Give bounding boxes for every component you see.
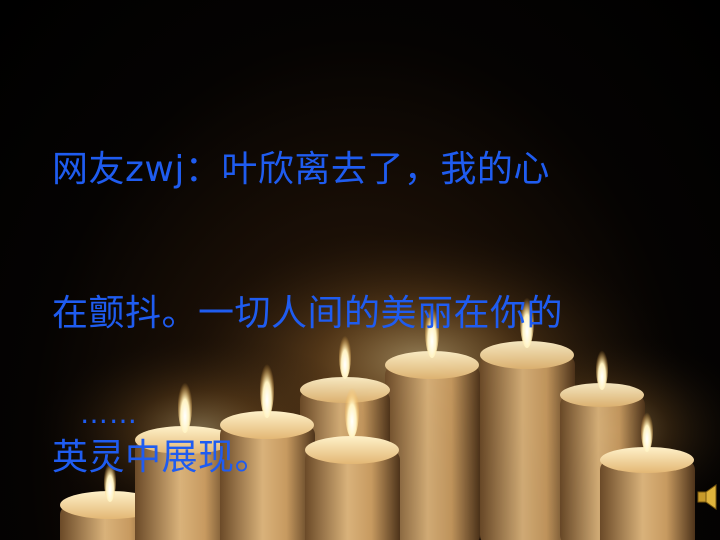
comments-text: 网友zwj：叶欣离去了，我的心 在颤抖。一切人间的美丽在你的 英灵中展现。 网友… xyxy=(52,50,692,540)
comment-line: 英灵中展现。 xyxy=(52,437,272,478)
comment-line: 网友zwj：叶欣离去了，我的心 xyxy=(52,149,550,190)
comment-line: 在颤抖。一切人间的美丽在你的 xyxy=(52,293,564,334)
ellipsis-text: …… xyxy=(80,397,138,430)
speaker-icon[interactable] xyxy=(692,482,720,512)
